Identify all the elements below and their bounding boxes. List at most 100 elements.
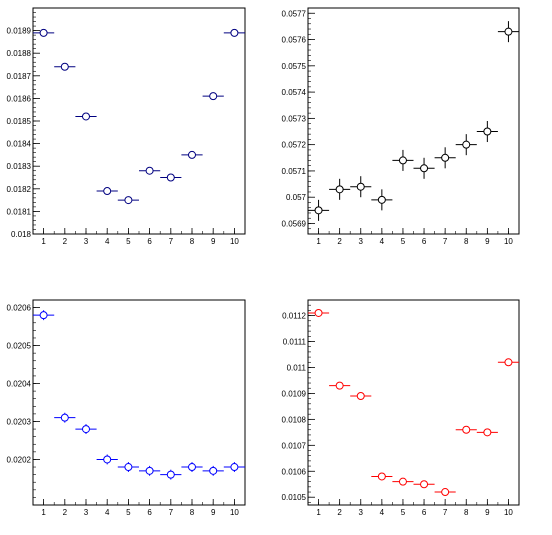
data-point [82, 425, 90, 434]
data-point [356, 182, 365, 191]
y-tick-label: 0.0183 [7, 162, 32, 171]
data-point [398, 156, 407, 165]
y-tick-label: 0.0577 [282, 9, 307, 18]
x-tick-label: 2 [63, 508, 68, 517]
x-tick-label: 2 [337, 237, 342, 246]
x-tick-label: 4 [105, 508, 110, 517]
data-point [462, 140, 471, 149]
x-tick-label: 8 [464, 237, 469, 246]
x-tick-label: 5 [126, 237, 131, 246]
x-tick-label: 6 [147, 237, 152, 246]
y-tick-label: 0.0204 [7, 380, 32, 389]
x-tick-label: 3 [84, 508, 89, 517]
data-point [124, 463, 133, 472]
x-tick-label: 9 [485, 508, 490, 517]
data-point [377, 195, 386, 204]
x-tick-label: 8 [464, 508, 469, 517]
chart-panel-top-right: 0.0569 0.057 0.0571 0.0572 0.0573 0.0574 0.057… [282, 7, 520, 246]
x-tick-label: 9 [485, 237, 490, 246]
chart-panel-top-left: 0.018 0.0181 0.0182 0.0183 0.0184 0.0185 0.018… [7, 7, 246, 246]
y-tick-label: 0.057 [286, 193, 307, 202]
x-tick-label: 6 [422, 508, 427, 517]
x-tick-label: 4 [380, 237, 385, 246]
data-point [441, 488, 450, 497]
x-tick-label: 1 [316, 237, 321, 246]
data-point [504, 358, 513, 367]
y-tick-label: 0.0189 [7, 27, 32, 36]
y-tick-label: 0.0206 [7, 304, 32, 313]
data-point [356, 392, 365, 401]
y-tick-label: 0.0572 [282, 141, 307, 150]
y-tick-label: 0.0186 [7, 94, 32, 103]
y-tick-label: 0.0184 [7, 140, 32, 149]
x-tick-label: 4 [380, 508, 385, 517]
data-point [209, 466, 218, 475]
data-point [39, 311, 48, 320]
x-tick-label: 2 [63, 237, 68, 246]
x-tick-label: 10 [230, 237, 239, 246]
y-tick-label: 0.0187 [7, 72, 32, 81]
data-point [209, 92, 218, 101]
y-tick-label: 0.0185 [7, 117, 32, 126]
x-tick-label: 10 [230, 508, 239, 517]
data-point [314, 308, 323, 317]
x-tick-label: 10 [504, 237, 513, 246]
data-point [335, 381, 344, 390]
x-tick-label: 1 [316, 508, 321, 517]
y-tick-label: 0.0569 [282, 219, 307, 228]
y-tick-label: 0.0109 [282, 389, 307, 398]
data-point [145, 166, 154, 175]
x-tick-label: 7 [443, 508, 448, 517]
y-tick-label: 0.0571 [282, 167, 307, 176]
data-point [60, 413, 69, 422]
y-tick-label: 0.0203 [7, 417, 32, 426]
data-point [124, 196, 133, 205]
data-point [230, 28, 239, 37]
x-tick-label: 5 [401, 237, 406, 246]
data-point [441, 153, 450, 162]
x-tick-label: 7 [169, 237, 174, 246]
x-tick-label: 8 [190, 508, 195, 517]
data-point [145, 466, 154, 475]
y-tick-label: 0.0182 [7, 185, 32, 194]
data-point [420, 164, 429, 173]
data-point [166, 173, 175, 182]
y-tick-label: 0.0575 [282, 62, 307, 71]
data-point [60, 62, 69, 71]
y-tick-label: 0.018 [11, 230, 32, 239]
chart-panel-bottom-left: 0.0202 0.0203 0.0204 0.0205 0.0206 1 2 3 4 5 6 7 8 9 1… [7, 299, 246, 517]
y-tick-label: 0.0205 [7, 342, 32, 351]
y-tick-label: 0.0181 [7, 207, 32, 216]
x-tick-label: 2 [337, 508, 342, 517]
y-tick-label: 0.0573 [282, 114, 307, 123]
y-tick-label: 0.0576 [282, 36, 307, 45]
data-point [39, 28, 48, 37]
data-point [504, 27, 513, 36]
chart-panel-bottom-right: 0.0105 0.0106 0.0107 0.0108 0.0109 0.011 0.011… [282, 299, 520, 517]
y-tick-label: 0.011 [287, 363, 307, 372]
x-tick-label: 8 [190, 237, 195, 246]
x-tick-label: 1 [41, 508, 46, 517]
data-point [188, 150, 196, 159]
data-point [314, 206, 323, 215]
data-point [483, 428, 492, 437]
data-point [335, 185, 344, 194]
x-tick-label: 4 [105, 237, 110, 246]
x-tick-label: 3 [359, 237, 364, 246]
plot-frame [307, 299, 520, 506]
data-point [398, 477, 407, 486]
x-tick-label: 5 [126, 508, 131, 517]
y-tick-label: 0.0107 [282, 441, 307, 450]
data-point [103, 187, 112, 196]
data-point [483, 127, 492, 136]
data-point [166, 470, 175, 479]
y-tick-label: 0.0574 [282, 88, 307, 97]
y-tick-label: 0.0108 [282, 415, 307, 424]
x-tick-label: 3 [84, 237, 89, 246]
y-tick-label: 0.0111 [283, 338, 307, 347]
y-tick-label: 0.0188 [7, 49, 32, 58]
x-tick-label: 7 [169, 508, 174, 517]
x-tick-label: 10 [504, 508, 513, 517]
data-point [103, 455, 112, 464]
x-tick-label: 9 [211, 508, 216, 517]
